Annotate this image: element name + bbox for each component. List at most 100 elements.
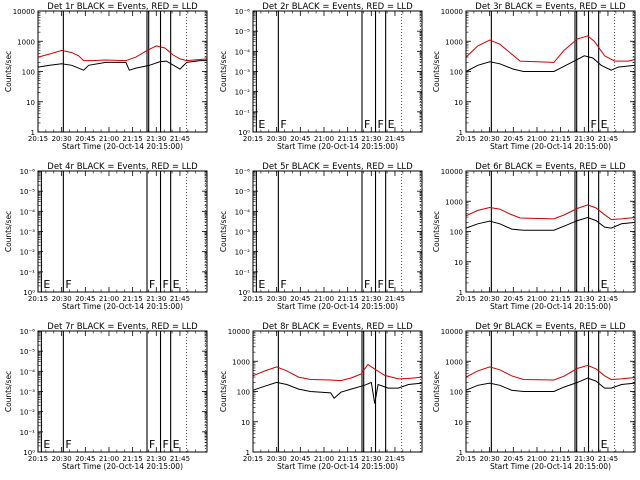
event-marker-label: E [43, 438, 50, 451]
plot-frame [37, 330, 208, 453]
x-tick-label: 20:30 [52, 455, 72, 463]
y-axis-label: Counts/sec [219, 51, 228, 92]
event-marker-label: F [65, 438, 71, 451]
x-tick-label: 20:45 [290, 135, 310, 143]
event-marker-label: E [388, 278, 395, 291]
y-tick-label: 10⁻¹ [235, 109, 251, 117]
y-axis-label: Counts/sec [4, 51, 13, 92]
x-tick-label: 20:30 [480, 295, 500, 303]
plot-frame [252, 10, 423, 133]
x-tick-label: 21:30 [574, 295, 594, 303]
x-tick-label: 21:30 [146, 455, 166, 463]
y-tick-label: 10⁰ [23, 289, 35, 297]
event-marker-label: F [149, 438, 155, 451]
detector-panel-7: Det 7r BLACK = Events, RED = LLD Counts/s… [4, 322, 208, 471]
event-marker-label: F [280, 118, 286, 131]
x-tick-label: 21:45 [170, 135, 190, 143]
x-tick-label: 21:15 [338, 455, 358, 463]
y-axis-label: Counts/sec [4, 211, 13, 252]
y-tick-label: 10⁻⁶ [235, 8, 251, 16]
event-marker-label: E [258, 278, 265, 291]
x-tick-label: 20:15 [28, 135, 48, 143]
series-line-lld [465, 364, 636, 381]
detector-panel-5: Det 5r BLACK = Events, RED = LLD Counts/s… [219, 162, 423, 311]
y-tick-label: 10⁰ [238, 129, 250, 137]
y-tick-label: 10⁻⁴ [235, 208, 251, 216]
x-tick-label: 21:00 [314, 455, 334, 463]
x-tick-label: 20:45 [75, 295, 95, 303]
y-tick-label: 10⁻⁶ [20, 328, 36, 336]
event-marker-label: F [364, 278, 370, 291]
panel-title: Det 6r BLACK = Events, RED = LLD [475, 162, 626, 172]
event-marker-label: F [280, 278, 286, 291]
x-tick-label: 20:30 [267, 455, 287, 463]
x-axis-label: Start Time (20-Oct-14 20:15:00) [277, 142, 398, 151]
y-tick-label: 1000 [445, 38, 463, 46]
x-tick-label: 21:15 [338, 135, 358, 143]
x-tick-label: 21:15 [123, 135, 143, 143]
y-tick-label: 10⁻² [20, 409, 36, 417]
y-tick-label: 10⁻³ [235, 229, 251, 237]
event-marker-label: F [378, 118, 384, 131]
x-tick-label: 20:45 [503, 135, 523, 143]
x-axis-label: Start Time (20-Oct-14 20:15:00) [62, 142, 183, 151]
y-tick-label: 1000 [232, 358, 250, 366]
x-tick-label: 21:30 [574, 135, 594, 143]
x-tick-label: 20:15 [28, 295, 48, 303]
x-tick-label: 21:15 [338, 295, 358, 303]
x-tick-label: 21:00 [314, 295, 334, 303]
panel-title: Det 8r BLACK = Events, RED = LLD [262, 322, 413, 332]
x-tick-label: 20:30 [480, 455, 500, 463]
y-tick-label: 10000 [441, 8, 463, 16]
event-marker-label: F [591, 118, 597, 131]
y-tick-label: 10⁰ [23, 449, 35, 457]
x-tick-label: 21:45 [598, 135, 618, 143]
y-tick-label: 10⁻² [235, 89, 251, 97]
detector-panel-3: Det 3r BLACK = Events, RED = LLD Counts/s… [432, 2, 636, 151]
y-tick-label: 10⁻⁵ [20, 188, 36, 196]
event-marker-label: F [149, 278, 155, 291]
y-tick-label: 10 [241, 419, 250, 427]
plot-frame [465, 10, 636, 133]
detector-panel-1: Det 1r BLACK = Events, RED = LLD Counts/s… [4, 2, 208, 151]
y-tick-label: 1 [246, 449, 250, 457]
y-tick-label: 1000 [445, 358, 463, 366]
y-tick-label: 10⁻¹ [20, 429, 36, 437]
y-tick-label: 10 [454, 259, 463, 267]
event-marker-label: F [163, 278, 169, 291]
x-tick-label: 21:30 [361, 455, 381, 463]
y-tick-label: 10⁻⁵ [235, 28, 251, 36]
y-tick-label: 10⁻¹ [235, 269, 251, 277]
x-tick-label: 20:30 [52, 295, 72, 303]
x-tick-label: 21:30 [361, 295, 381, 303]
x-tick-label: 21:45 [598, 295, 618, 303]
y-tick-label: 10000 [228, 328, 250, 336]
x-tick-label: 21:30 [146, 295, 166, 303]
y-tick-label: 10⁻³ [20, 229, 36, 237]
panel-title: Det 2r BLACK = Events, RED = LLD [262, 2, 413, 12]
x-tick-label: 21:45 [385, 135, 405, 143]
x-tick-label: 20:15 [456, 295, 476, 303]
panel-title: Det 7r BLACK = Events, RED = LLD [47, 322, 198, 332]
event-marker-label: E [173, 438, 180, 451]
series-line-events [465, 216, 636, 231]
x-tick-label: 21:30 [361, 135, 381, 143]
y-axis-label: Counts/sec [219, 211, 228, 252]
y-tick-label: 10⁻² [20, 249, 36, 257]
event-marker-label: F [364, 118, 370, 131]
y-tick-label: 10 [454, 99, 463, 107]
y-tick-label: 100 [237, 389, 250, 397]
y-tick-label: 10⁻² [235, 249, 251, 257]
event-marker-label: E [601, 118, 608, 131]
y-axis-label: Counts/sec [219, 371, 228, 412]
x-tick-label: 20:45 [503, 295, 523, 303]
x-tick-label: 21:15 [551, 135, 571, 143]
panel-title: Det 4r BLACK = Events, RED = LLD [47, 162, 198, 172]
panel-title: Det 5r BLACK = Events, RED = LLD [262, 162, 413, 172]
y-tick-label: 10⁻⁵ [235, 188, 251, 196]
x-tick-label: 20:30 [267, 135, 287, 143]
x-tick-label: 21:45 [170, 455, 190, 463]
y-tick-label: 10⁻⁶ [235, 168, 251, 176]
y-tick-label: 10 [454, 419, 463, 427]
